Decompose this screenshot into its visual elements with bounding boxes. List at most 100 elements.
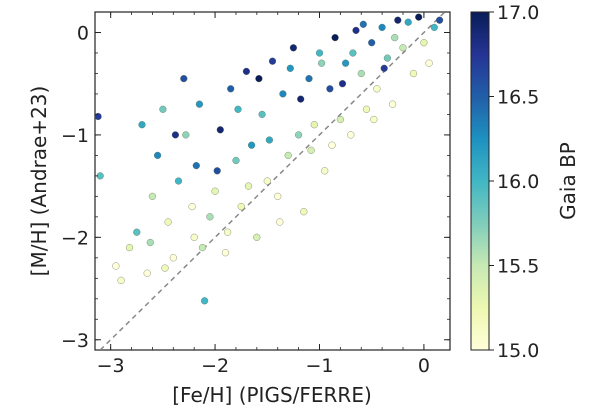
plot-area: −3 −2 −1 0 −3 −2 −1 0 <box>61 11 451 377</box>
data-point <box>174 177 183 185</box>
y-tick-label: 0 <box>77 22 89 44</box>
data-point <box>232 156 240 165</box>
data-point <box>146 238 154 247</box>
data-point <box>394 16 402 24</box>
data-point <box>399 44 407 52</box>
data-point <box>263 177 271 185</box>
data-point <box>198 244 207 252</box>
data-point <box>368 39 376 47</box>
data-point <box>221 249 230 257</box>
data-point <box>258 110 266 118</box>
data-point <box>148 192 156 200</box>
data-point <box>357 69 365 78</box>
data-point <box>338 80 347 88</box>
data-point <box>300 208 308 216</box>
colorbar-tick-label: 15.5 <box>497 256 539 278</box>
data-point <box>138 121 146 129</box>
data-point <box>305 75 313 83</box>
data-point <box>328 141 336 149</box>
x-tick-label: −2 <box>201 355 229 377</box>
data-point <box>125 244 134 252</box>
data-point <box>425 59 433 67</box>
data-point <box>359 20 367 28</box>
data-point <box>188 203 196 211</box>
data-point <box>373 85 381 93</box>
data-point <box>161 264 169 272</box>
data-point <box>206 213 214 221</box>
data-point <box>436 16 444 24</box>
data-point <box>420 39 428 47</box>
data-point <box>391 34 399 42</box>
colorbar-bar <box>470 11 490 351</box>
data-point <box>347 131 355 139</box>
data-point <box>297 95 305 103</box>
data-point <box>242 67 250 75</box>
data-point <box>227 85 235 93</box>
x-axis-label: [Fe/H] (PIGS/FERRE) <box>172 383 372 407</box>
data-point <box>169 254 177 262</box>
scatter-points <box>95 13 444 305</box>
data-point <box>279 90 287 98</box>
data-point <box>164 218 172 226</box>
data-point <box>154 151 162 159</box>
data-point <box>307 146 315 154</box>
colorbar: 15.0 15.5 16.0 16.5 17.0 Gaia BP <box>470 2 580 362</box>
data-point <box>244 182 253 190</box>
x-tick-label: −3 <box>97 355 125 377</box>
data-point <box>265 136 273 144</box>
data-point <box>234 105 242 113</box>
y-tick-label: −2 <box>61 227 89 249</box>
data-point <box>286 64 294 72</box>
y-tick-label: −3 <box>61 330 89 352</box>
data-point <box>331 34 339 42</box>
data-point <box>192 162 200 170</box>
data-point <box>336 115 344 124</box>
data-point <box>310 121 318 129</box>
y-tick-label: −1 <box>61 125 89 147</box>
data-point <box>255 75 263 83</box>
data-point <box>321 167 329 175</box>
data-point <box>315 49 324 57</box>
data-point <box>378 23 386 31</box>
data-point <box>289 44 297 52</box>
x-tick-label: −1 <box>305 355 333 377</box>
data-point <box>295 131 303 139</box>
data-point <box>117 276 125 284</box>
data-point <box>224 228 232 236</box>
x-tick-label: 0 <box>418 355 430 377</box>
plot-frame <box>94 11 451 351</box>
colorbar-label: Gaia BP <box>556 142 580 220</box>
data-point <box>143 269 151 277</box>
data-point <box>342 59 350 67</box>
data-point <box>404 18 412 26</box>
data-point <box>430 23 438 31</box>
colorbar-tick-label: 16.0 <box>497 171 539 193</box>
data-point <box>349 49 357 57</box>
data-point <box>253 233 261 241</box>
data-point <box>268 57 277 65</box>
data-point <box>248 141 256 149</box>
data-point <box>284 151 292 159</box>
data-point <box>213 167 221 175</box>
data-point <box>182 131 190 139</box>
data-point <box>326 85 334 93</box>
y-axis-label: [M/H] (Andrae+23) <box>27 86 51 277</box>
data-point <box>415 13 423 21</box>
data-point <box>383 54 391 62</box>
data-point <box>362 105 371 113</box>
data-point <box>159 105 167 113</box>
data-point <box>389 100 397 108</box>
data-point <box>195 100 203 108</box>
colorbar-tick-label: 17.0 <box>497 2 539 24</box>
data-point <box>276 218 284 226</box>
data-point <box>352 26 360 34</box>
colorbar-tick-label: 15.0 <box>497 340 539 362</box>
data-point <box>318 59 326 67</box>
data-point <box>211 187 219 195</box>
data-point <box>112 262 120 270</box>
data-point <box>237 203 245 211</box>
data-point <box>171 131 179 139</box>
data-point <box>201 297 209 305</box>
colorbar-tick-label: 16.5 <box>497 87 539 109</box>
